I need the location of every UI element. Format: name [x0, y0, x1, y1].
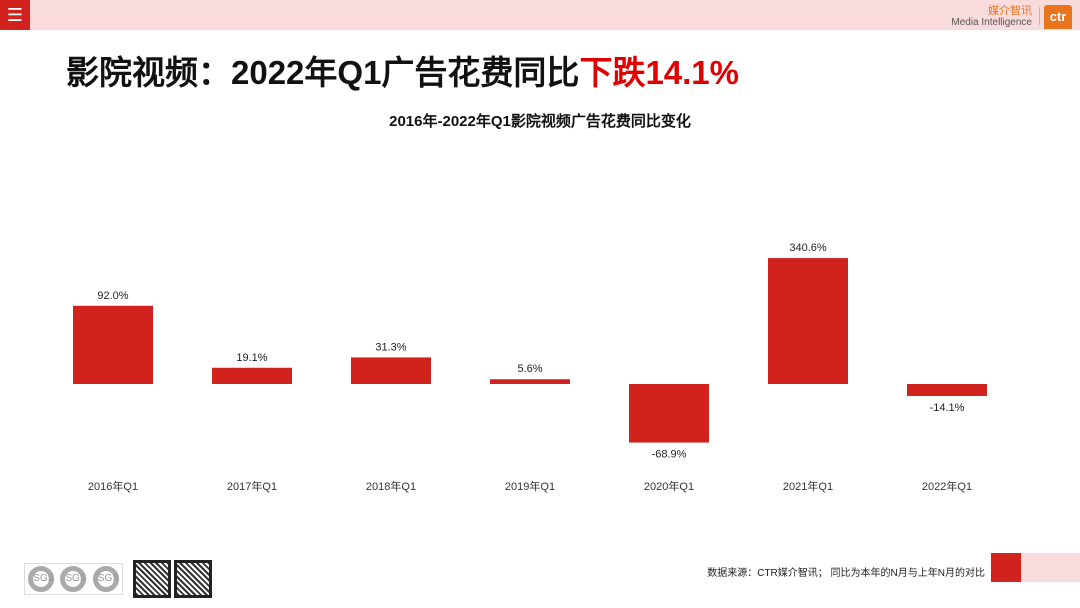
qr-code-icon — [174, 560, 212, 598]
data-label: -14.1% — [930, 402, 965, 414]
chart-title: 2016年-2022年Q1影院视频广告花费同比变化 — [389, 113, 691, 130]
title-highlight: 下跌14.1% — [579, 54, 740, 91]
footer-accent — [991, 553, 1021, 582]
data-label: 19.1% — [236, 352, 267, 364]
hamburger-icon[interactable]: ☰ — [0, 0, 30, 30]
x-tick-label: 2022年Q1 — [922, 479, 972, 493]
data-label: 92.0% — [97, 290, 128, 302]
source-note: 数据来源：CTR媒介智讯； 同比为本年的N月与上年N月的对比 — [707, 568, 985, 579]
bar-chart: 92.0% 2016年Q1 19.1% 2017年Q1 31.3% 2018年Q1 5.6%… — [73, 242, 987, 493]
sgs-certification-icon: SGS SGS SGS — [24, 563, 123, 595]
data-label: -68.9% — [652, 449, 687, 461]
ctr-logo: ctr — [1044, 5, 1072, 29]
brand-cn: 媒介智讯 — [988, 5, 1032, 17]
data-label: 31.3% — [375, 341, 406, 353]
bar — [73, 305, 153, 384]
x-tick-label: 2019年Q1 — [505, 479, 555, 493]
bar — [351, 357, 431, 384]
data-label: 5.6% — [517, 363, 542, 375]
bar — [907, 384, 987, 396]
bar — [629, 384, 709, 443]
x-tick-label: 2016年Q1 — [88, 479, 138, 493]
brand-en: Media Intelligence — [951, 17, 1032, 28]
sgs-badge: SGS — [60, 566, 87, 592]
qr-code-icon — [133, 560, 171, 598]
bar — [212, 367, 292, 384]
sgs-badge: SGS — [28, 566, 54, 592]
sgs-badge: SGS — [92, 566, 119, 592]
bar — [490, 379, 570, 384]
top-bar — [0, 0, 1080, 30]
x-tick-label: 2017年Q1 — [227, 479, 277, 493]
x-tick-label: 2021年Q1 — [783, 479, 833, 493]
title-prefix: 影院视频：2022年Q1广告花费同比 — [66, 54, 580, 91]
divider — [1039, 7, 1040, 25]
x-tick-label: 2018年Q1 — [366, 479, 416, 493]
x-tick-label: 2020年Q1 — [644, 479, 694, 493]
footer-accent-light — [1021, 553, 1080, 582]
brand: 媒介智讯 Media Intelligence — [951, 5, 1032, 29]
page-title: 影院视频：2022年Q1广告花费同比下跌14.1% — [66, 46, 739, 94]
bar — [768, 258, 848, 384]
data-label: 340.6% — [789, 242, 827, 254]
